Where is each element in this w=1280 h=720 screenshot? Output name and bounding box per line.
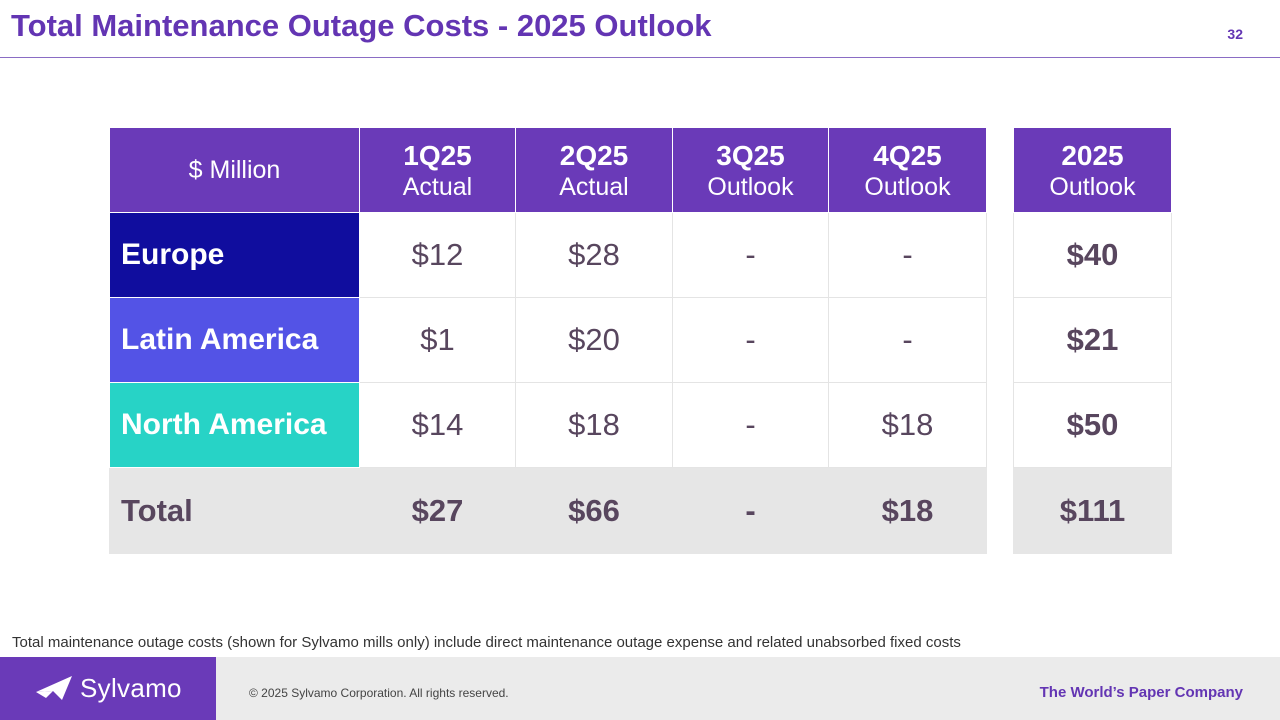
company-tagline: The World’s Paper Company (1039, 684, 1243, 701)
table-header-row: $ Million 1Q25 Actual 2Q25 Actual 3Q25 Outl… (109, 127, 987, 213)
table-cell: $20 (515, 297, 673, 383)
title-divider (0, 57, 1280, 58)
column-header: 2Q25 Actual (515, 127, 673, 213)
footer: Sylvamo © 2025 Sylvamo Corporation. All … (0, 657, 1280, 720)
grand-total-cell: $111 (1013, 467, 1172, 554)
annual-outlook-table: 2025 Outlook $40 $21 $50 $111 (1013, 127, 1172, 554)
annual-total-cell: $40 (1013, 212, 1172, 298)
total-cell: $27 (359, 467, 516, 554)
column-period: 4Q25 (873, 139, 942, 171)
column-period: 1Q25 (403, 139, 472, 171)
unit-label: $ Million (188, 155, 281, 184)
logo-text: Sylvamo (80, 673, 182, 703)
table-cell: - (672, 297, 829, 383)
column-period: 2025 (1061, 139, 1124, 171)
total-cell: $66 (515, 467, 673, 554)
annual-total-cell: $50 (1013, 382, 1172, 468)
table-row: $21 (1013, 297, 1172, 383)
table-header-row: 2025 Outlook (1013, 127, 1172, 213)
table-cell: $1 (359, 297, 516, 383)
paper-plane-icon (36, 675, 72, 700)
total-cell: - (672, 467, 829, 554)
column-type: Outlook (1049, 172, 1136, 201)
column-period: 3Q25 (716, 139, 785, 171)
table-cell: - (828, 297, 987, 383)
page-title: Total Maintenance Outage Costs - 2025 Ou… (11, 8, 712, 43)
table-row: $50 (1013, 382, 1172, 468)
copyright-text: © 2025 Sylvamo Corporation. All rights r… (249, 686, 509, 700)
total-cell: $18 (828, 467, 987, 554)
annual-total-cell: $21 (1013, 297, 1172, 383)
table-cell: - (672, 212, 829, 298)
column-period: 2Q25 (559, 139, 629, 171)
brand-logo: Sylvamo (0, 657, 216, 720)
column-type: Outlook (864, 172, 951, 201)
region-label-europe: Europe (109, 212, 360, 298)
table-row: Europe $12 $28 - - (109, 212, 987, 298)
column-header: 4Q25 Outlook (828, 127, 987, 213)
table-cell: $14 (359, 382, 516, 468)
column-type: Actual (402, 172, 473, 201)
unit-header: $ Million (109, 127, 360, 213)
region-label-north-america: North America (109, 382, 360, 468)
table-cell: $18 (828, 382, 987, 468)
table-cell: - (828, 212, 987, 298)
column-type: Actual (559, 172, 629, 201)
table-cell: $18 (515, 382, 673, 468)
column-header: 1Q25 Actual (359, 127, 516, 213)
column-header: 3Q25 Outlook (672, 127, 829, 213)
outage-cost-table: $ Million 1Q25 Actual 2Q25 Actual 3Q25 Outl… (109, 127, 987, 554)
total-label: Total (109, 467, 360, 554)
column-type: Outlook (707, 172, 794, 201)
table-row: North America $14 $18 - $18 (109, 382, 987, 468)
table-cell: $12 (359, 212, 516, 298)
year-column-header: 2025 Outlook (1013, 127, 1172, 213)
page-number: 32 (1227, 26, 1243, 42)
table-cell: - (672, 382, 829, 468)
total-row: $111 (1013, 467, 1172, 554)
table-row: Latin America $1 $20 - - (109, 297, 987, 383)
footnote: Total maintenance outage costs (shown fo… (12, 634, 961, 651)
region-label-latin-america: Latin America (109, 297, 360, 383)
table-row: $40 (1013, 212, 1172, 298)
total-row: Total $27 $66 - $18 (109, 467, 987, 554)
table-cell: $28 (515, 212, 673, 298)
